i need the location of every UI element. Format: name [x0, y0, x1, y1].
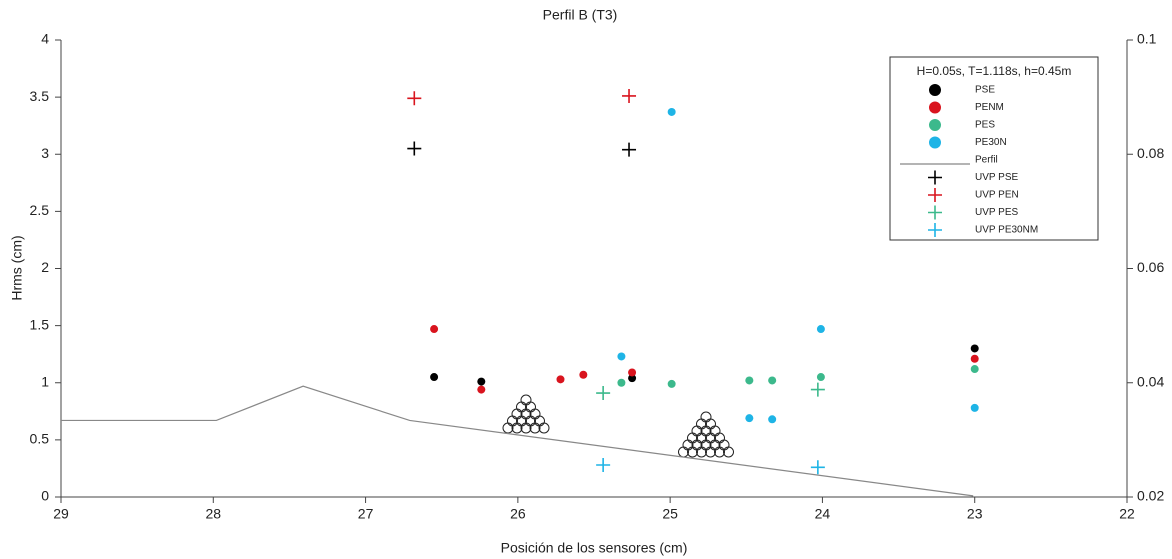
y-tick-label: 0.5 [30, 431, 50, 447]
point [628, 368, 637, 377]
point [970, 344, 979, 353]
point [617, 378, 626, 387]
point [745, 376, 754, 385]
point [816, 325, 825, 334]
point [477, 377, 486, 386]
legend-swatch [929, 136, 941, 149]
armour-unit [700, 411, 712, 423]
point [768, 415, 777, 424]
armour-unit [723, 446, 734, 458]
plus-marker [622, 88, 637, 103]
legend-swatch [928, 205, 942, 220]
x-tick-label: 27 [358, 506, 374, 522]
point [556, 375, 565, 384]
armour-unit [520, 394, 532, 406]
legend-label: UVP PSE [975, 172, 1018, 183]
x-axis-label: Posición de los sensores (cm) [501, 540, 688, 556]
point [617, 352, 626, 361]
armour-unit [511, 422, 523, 434]
y2-tick-label: 0.06 [1137, 259, 1164, 275]
y-tick-label: 1 [41, 373, 49, 389]
legend-swatch [928, 170, 942, 185]
legend-swatch [928, 188, 942, 202]
plus-marker [810, 382, 825, 397]
armour-unit [529, 422, 541, 434]
x-tick-label: 24 [815, 506, 831, 522]
armour-unit [714, 446, 725, 458]
x-tick-label: 23 [967, 506, 983, 522]
point [816, 373, 825, 382]
legend-label: UVP PES [975, 207, 1018, 218]
legend-title: H=0.05s, T=1.118s, h=0.45m [917, 64, 1072, 78]
legend-label: PE30N [975, 137, 1007, 148]
point [667, 107, 676, 116]
armour-units [502, 394, 734, 458]
point [970, 403, 979, 412]
y-tick-label: 3 [41, 145, 49, 161]
plus-marker [622, 142, 637, 157]
legend-label: PES [975, 120, 995, 131]
legend-label: UVP PE30NM [975, 225, 1038, 236]
legend-box [889, 56, 1099, 241]
legend-swatch [928, 223, 942, 237]
legend-label: UVP PEN [975, 190, 1019, 201]
plus-marker [596, 458, 611, 473]
armour-unit [696, 446, 707, 458]
x-tick-label: 22 [1119, 506, 1135, 522]
y2-tick-label: 0.02 [1137, 488, 1164, 504]
point [970, 365, 979, 374]
point [477, 385, 486, 394]
point [768, 376, 777, 385]
x-tick-label: 29 [53, 506, 69, 522]
y-tick-label: 2.5 [30, 202, 50, 218]
point [430, 373, 439, 382]
y-tick-label: 0 [41, 488, 49, 504]
y-axis-label: Hrms (cm) [9, 235, 25, 300]
legend-label: PENM [975, 102, 1004, 113]
y-tick-label: 4 [41, 31, 49, 47]
y-tick-label: 2 [41, 259, 49, 275]
legend-label: PSE [975, 85, 995, 96]
armour-unit [538, 422, 550, 434]
point [628, 374, 637, 383]
legend-swatch [929, 101, 941, 114]
armour-unit [705, 446, 716, 458]
y-tick-label: 3.5 [30, 88, 50, 104]
x-tick-label: 25 [662, 506, 678, 522]
legend-swatch [929, 119, 941, 131]
point [970, 354, 979, 363]
y-tick-label: 1.5 [30, 316, 50, 332]
x-tick-label: 26 [510, 506, 526, 522]
x-tick-label: 28 [205, 506, 221, 522]
plus-marker [407, 91, 422, 106]
plus-marker [810, 460, 825, 475]
armour-unit [687, 446, 698, 458]
plus-marker [596, 386, 611, 401]
legend-swatch [929, 84, 941, 96]
point [667, 379, 676, 388]
profile-line [61, 385, 974, 497]
chart-title: Perfil B (T3) [543, 7, 618, 23]
point [579, 370, 588, 379]
armour-unit [520, 422, 532, 434]
y2-tick-label: 0.04 [1137, 373, 1164, 389]
y2-tick-label: 0.08 [1137, 145, 1164, 161]
y2-tick-label: 0.1 [1137, 31, 1157, 47]
plus-marker [407, 141, 422, 156]
point [745, 414, 754, 423]
point [430, 325, 439, 334]
legend-label: Perfil [975, 155, 998, 166]
